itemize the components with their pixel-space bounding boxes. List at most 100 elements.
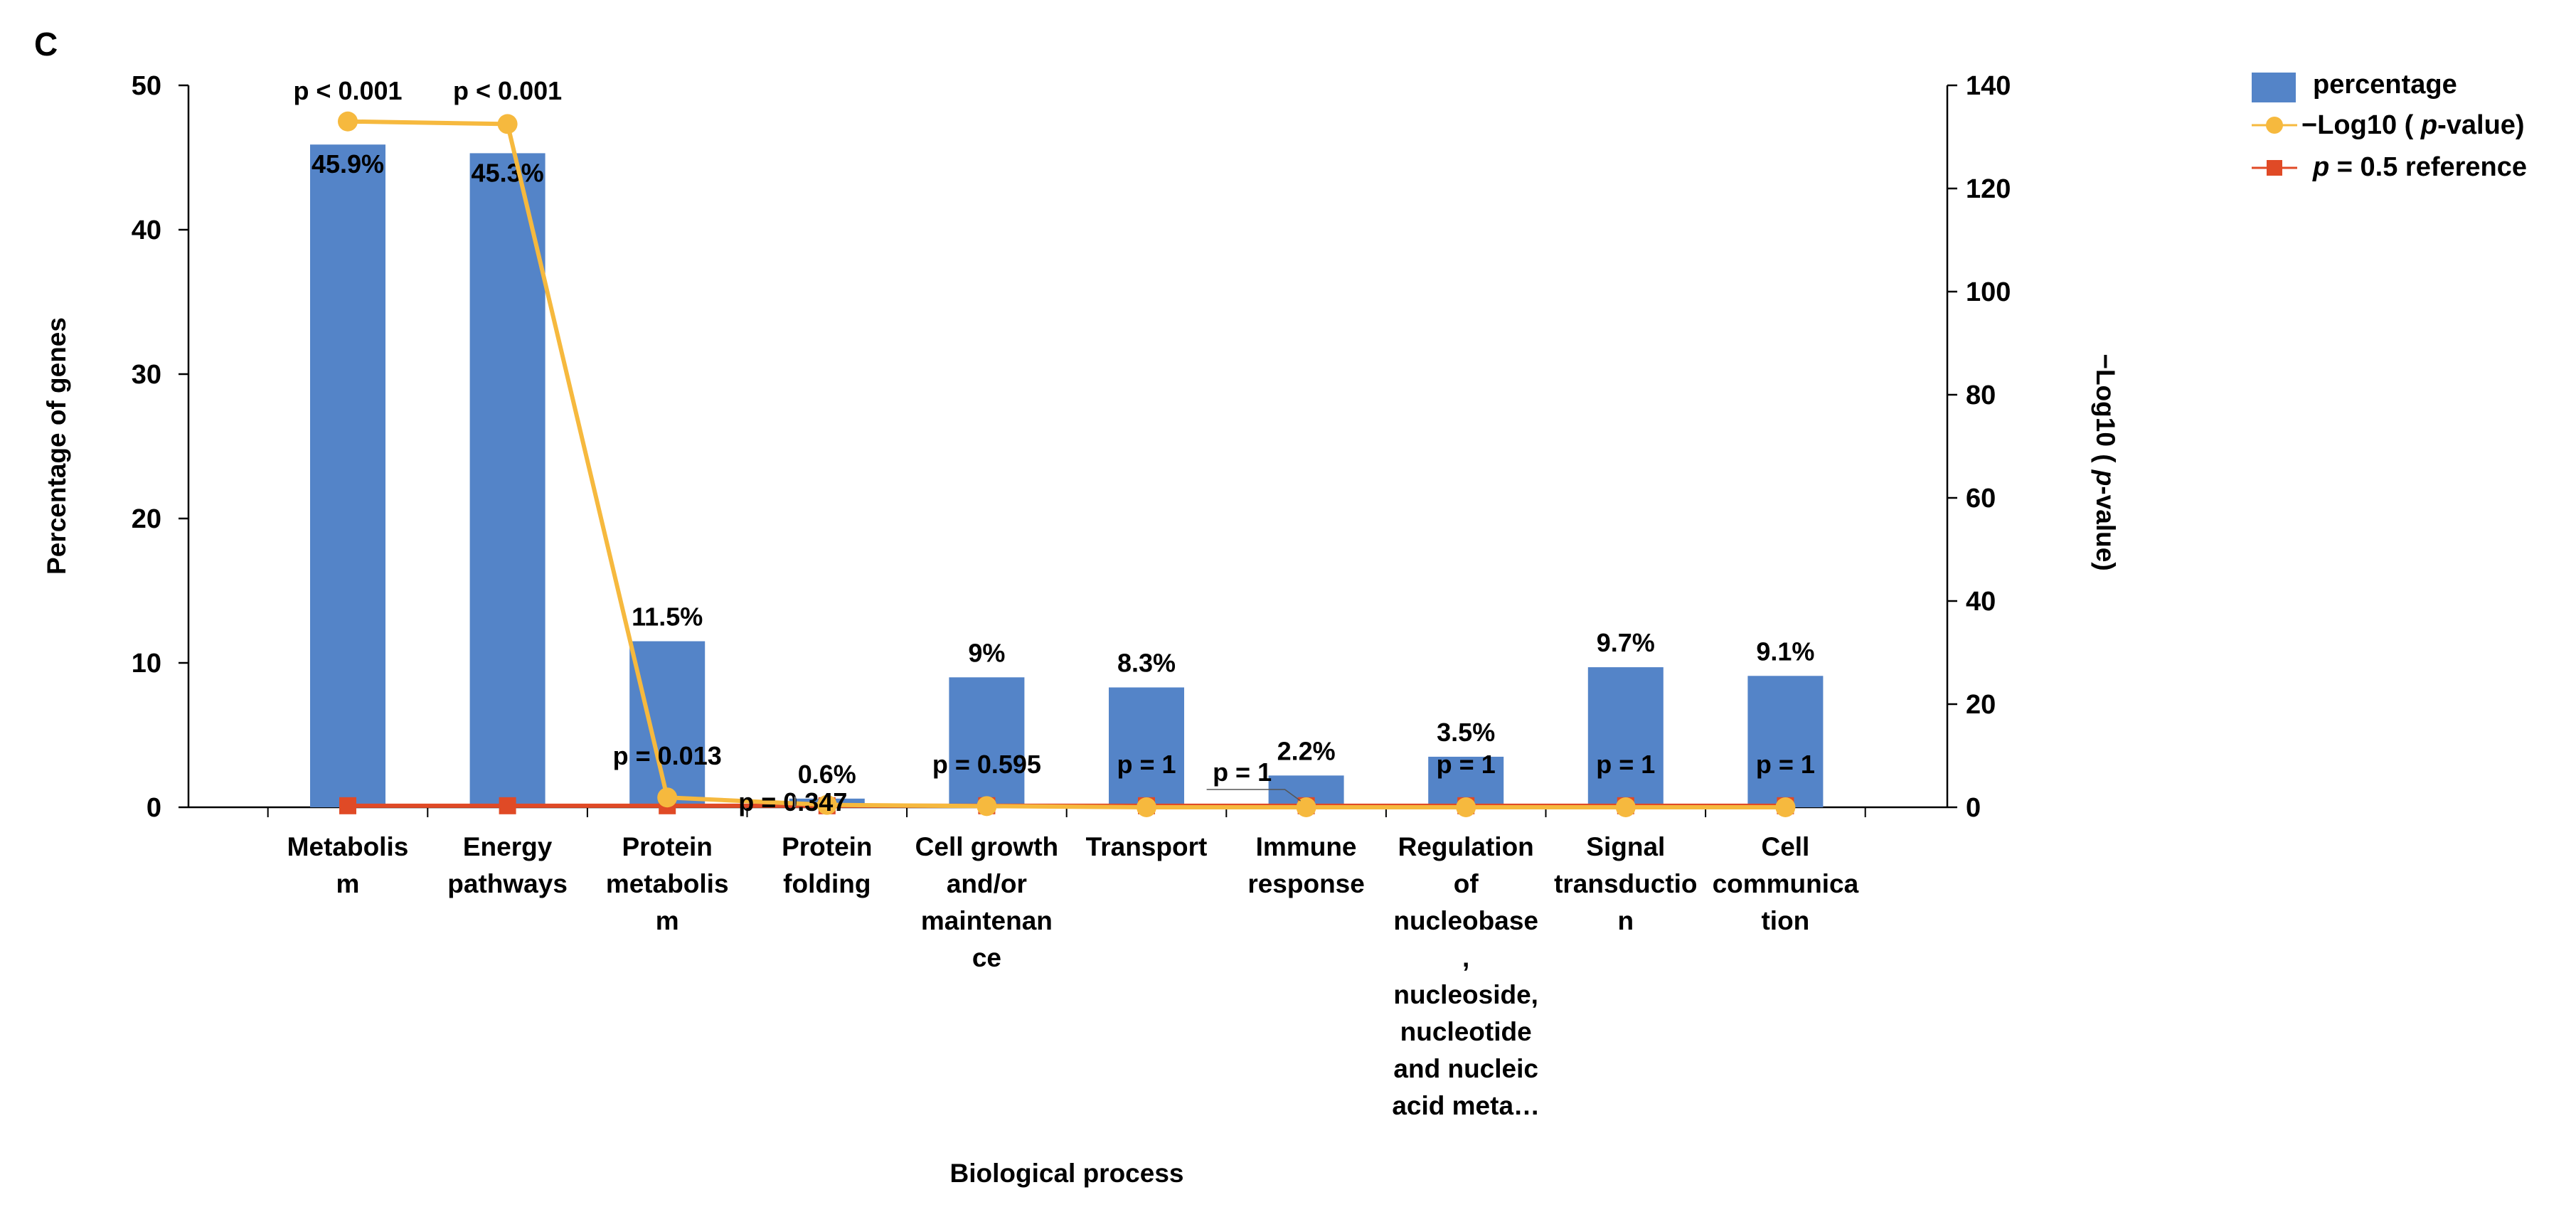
left-tick-label: 40 [132,216,161,245]
legend-reference-italic: p [2312,152,2329,182]
right-tick-label: 0 [1966,793,1981,823]
bar-value-label: 9% [968,638,1005,667]
legend: percentage −Log10 ( p-value) p = 0.5 ref… [2252,70,2527,182]
category-label-line: maintenan [921,906,1053,935]
left-tick-label: 20 [132,504,161,534]
y-axis-title: Percentage of genes [42,317,71,575]
category-label-line: metabolis [606,869,729,898]
pvalue-marker [1296,797,1316,817]
pvalue-marker [497,114,518,134]
left-tick-label: 50 [132,71,161,101]
category-label-line: nucleoside, [1393,980,1538,1009]
right-tick-label: 80 [1966,381,1996,410]
left-ticks: 0 10 20 30 40 50 [132,71,188,823]
category-label-line: transductio [1554,869,1697,898]
category-label-line: Metabolis [287,832,409,861]
bar-value-label: 0.6% [798,760,856,789]
bar [1109,687,1184,807]
bar-value-label: 9.7% [1597,628,1655,657]
category-label: Protein metabolis m [606,832,729,935]
right-ticks: 0 20 40 60 80 100 120 140 [1947,71,2011,823]
pvalue-label: p = 0.595 [932,750,1041,779]
category-label-line: n [1617,906,1634,935]
x-axis-title: Biological process [950,1159,1184,1188]
category-label-line: Cell growth [915,832,1058,861]
bar [629,641,706,807]
pvalue-label: p < 0.001 [293,76,402,105]
category-label-line: Transport [1086,832,1208,861]
category-label: Cell communica tion [1713,832,1859,935]
bar-value-label: 45.9% [312,149,384,179]
category-label-line: Regulation [1398,832,1534,861]
category-label-line: m [656,906,679,935]
legend-label-pvalue: −Log10 ( p-value) [2301,110,2525,140]
legend-pvalue-suffix: -value) [2437,110,2524,140]
category-label: Signal transductio n [1554,832,1697,935]
bar-labels: 45.9% 45.3% 11.5% 0.6% 9% 8.3% 2.2% 3.5% 9.7% 9.1… [312,149,1814,789]
legend-label-percentage: percentage [2313,70,2457,100]
bar-value-label: 2.2% [1277,736,1336,765]
bar-value-label: 9.1% [1756,637,1814,666]
category-label-line: Signal [1586,832,1665,861]
pvalue-marker [1615,797,1636,817]
category-label-line: Cell [1761,832,1809,861]
y2-title-suffix: -value) [2091,486,2120,570]
category-label: Protein folding [782,832,872,898]
pvalue-marker [816,794,837,815]
category-label-line: Immune [1256,832,1357,861]
category-label: Transport [1086,832,1208,861]
category-label-line: pathways [447,869,568,898]
pvalue-label: p = 1 [1213,757,1272,787]
pvalue-label: p < 0.001 [453,76,562,105]
bar-value-label: 3.5% [1437,718,1495,747]
left-tick-label: 10 [132,649,161,679]
axes [187,85,1949,817]
pvalue-label: p = 1 [1596,750,1655,779]
category-label-line: response [1247,869,1365,898]
category-label: Energy pathways [447,832,568,898]
pvalue-marker [1456,797,1476,817]
reference-marker [339,797,356,814]
right-tick-label: 40 [1966,587,1996,617]
category-label: Cell growth and/or maintenan ce [915,832,1058,972]
right-tick-label: 60 [1966,484,1996,514]
pvalue-label: p = 0.347 [738,787,847,817]
category-label-line: nucleotide [1400,1017,1532,1046]
category-label-line: acid meta… [1392,1091,1540,1120]
panel-letter: C [34,26,58,63]
y2-axis-title: −Log10 ( p-value) [2091,353,2120,570]
pvalue-marker [338,111,358,132]
pvalue-marker [1775,797,1796,817]
legend-pvalue-prefix: −Log10 ( [2301,110,2421,140]
bar-series [310,144,1824,808]
right-tick-label: 120 [1966,174,2011,204]
pvalue-label: p = 1 [1117,750,1176,779]
right-tick-label: 140 [1966,71,2011,101]
category-label-line: folding [783,869,871,898]
category-label-line: and nucleic [1393,1054,1538,1083]
bar [949,677,1025,807]
category-label: Regulation of nucleobase, nucleoside, nucleo… [1392,832,1540,1120]
pvalue-marker [1137,797,1156,817]
pvalue-marker [657,787,678,808]
bar-value-label: 11.5% [632,602,703,632]
pvalue-series [338,111,1796,817]
bar-value-label: 45.3% [472,158,544,187]
pvalue-labels: p < 0.001 p < 0.001 p = 0.013 p = 0.347 p = … [293,76,1814,817]
y2-title-prefix: −Log10 ( [2091,353,2120,469]
pvalue-label: p = 1 [1756,750,1815,779]
category-label-line: m [336,869,360,898]
right-tick-label: 20 [1966,690,1996,720]
pvalue-leader-line [1206,789,1302,802]
category-label-line: tion [1761,906,1809,935]
category-label-line: nucleobase [1393,906,1538,935]
right-tick-label: 100 [1966,277,2011,307]
category-label: Immune response [1247,832,1365,898]
pvalue-label: p = 0.013 [613,741,722,770]
pvalue-label: p = 1 [1437,750,1496,779]
y2-title-italic: p [2091,469,2120,486]
bar [310,144,385,808]
left-tick-label: 30 [132,360,161,390]
reference-marker [499,797,516,814]
